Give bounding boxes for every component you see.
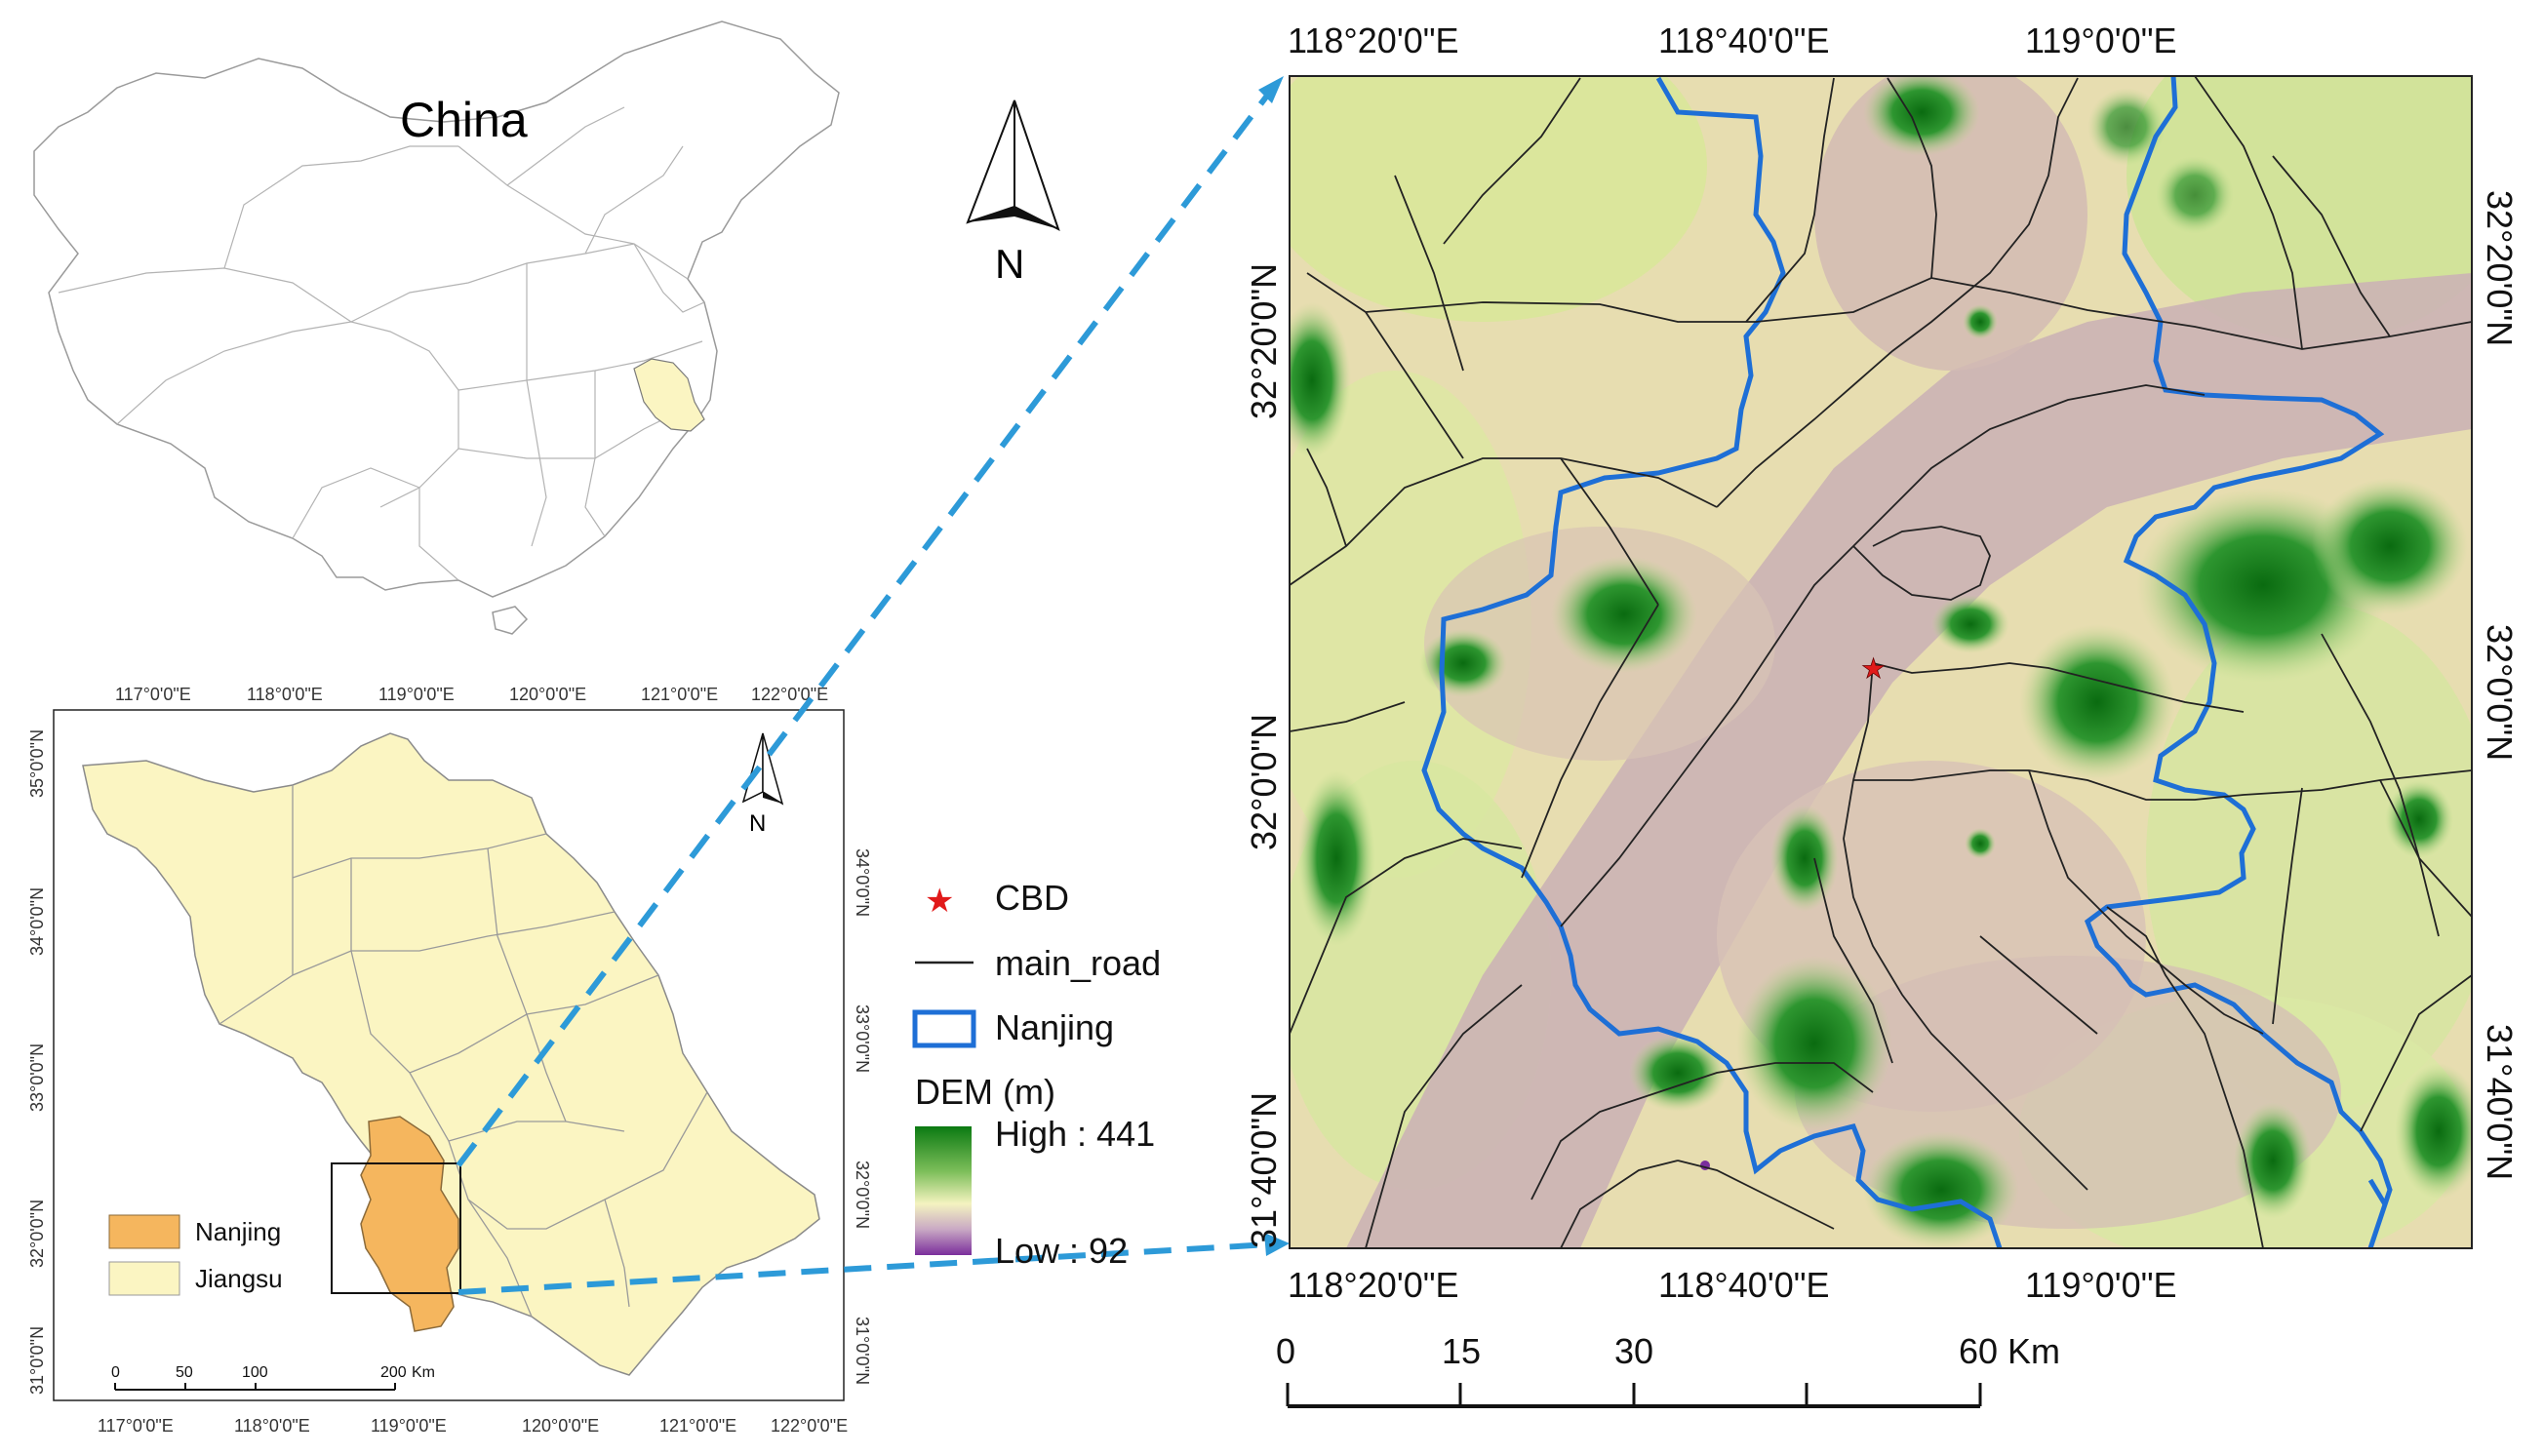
dem-panel: ★ 118°20'0"E 118°40'0"E 119°0'0"E 118°20… [1244,20,2520,1408]
dem-bottom-tick: 118°40'0"E [1658,1265,1830,1305]
dem-right-tick: 31°40'0"N [2480,1024,2520,1180]
boundary-swatch [912,1009,976,1048]
jiangsu-left-tick: 33°0'0"N [27,1043,47,1112]
jiangsu-scale-label: 200 [380,1364,407,1381]
jiangsu-province [82,732,820,1376]
dem-bottom-tick: 119°0'0"E [2025,1265,2177,1305]
dem-scale-bar: 0 15 30 60 Km [1276,1331,2060,1408]
dem-scale-label: 0 [1276,1331,1295,1371]
legend-boundary-label: Nanjing [995,1007,1114,1047]
legend-swatch-jiangsu [108,1261,180,1296]
dem-left-tick: 32°20'0"N [1244,263,1284,419]
jiangsu-scale-label: 50 [176,1364,193,1381]
dem-right-ticks: 32°20'0"N 32°0'0"N 31°40'0"N [2480,190,2520,1180]
china-map: China [33,20,840,635]
cbd-star-icon: ★ [925,883,954,920]
legend-label-jiangsu: Jiangsu [195,1264,283,1293]
north-arrow-icon [966,99,1015,224]
jiangsu-right-tick: 34°0'0"N [853,848,872,917]
jiangsu-top-tick: 117°0'0"E [115,685,191,704]
jiangsu-bottom-tick: 120°0'0"E [522,1416,599,1436]
dem-left-tick: 32°0'0"N [1244,714,1284,850]
jiangsu-bottom-tick: 117°0'0"E [98,1416,174,1436]
jiangsu-city-borders [219,785,708,1318]
dem-left-tick: 31°40'0"N [1244,1092,1284,1248]
legend-cbd-label: CBD [995,878,1069,918]
dem-top-tick: 119°0'0"E [2025,20,2177,60]
legend-dem-title: DEM (m) [915,1072,1055,1112]
nanjing-boundary-east [2084,76,2393,1248]
hainan-island [492,606,529,635]
dem-top-ticks: 118°20'0"E 118°40'0"E 119°0'0"E [1288,20,2177,60]
main-roads [1290,76,2472,1248]
jiangsu-highlight [633,358,705,432]
dem-raster [1290,76,2472,1248]
legend-dem-high: High : 441 [995,1114,1155,1154]
cbd-marker-icon: ★ [1861,653,1886,684]
province-borders [58,106,705,581]
jiangsu-left-tick: 34°0'0"N [27,887,47,956]
dem-frame [1289,75,2473,1249]
legend-label-nanjing: Nanjing [195,1217,281,1246]
jiangsu-top-tick: 119°0'0"E [378,685,455,704]
jiangsu-right-tick: 31°0'0"N [853,1317,872,1385]
jiangsu-right-tick: 33°0'0"N [853,1004,872,1073]
dem-scale-label: 60 Km [1959,1331,2060,1371]
jiangsu-bottom-tick: 121°0'0"E [659,1416,736,1436]
dem-colorbar [915,1126,972,1255]
jiangsu-left-tick: 32°0'0"N [27,1200,47,1268]
leader-arrowhead-top [1258,76,1284,103]
jiangsu-left-tick: 31°0'0"N [27,1326,47,1395]
jiangsu-north-label: N [749,810,766,837]
jiangsu-scale-label: 0 [111,1364,120,1381]
north-arrow: N [966,99,1060,287]
dem-left-ticks: 32°20'0"N 32°0'0"N 31°40'0"N [1244,263,1284,1248]
dem-right-tick: 32°20'0"N [2480,190,2520,346]
jiangsu-left-tick: 35°0'0"N [27,729,47,798]
north-arrow-label: N [995,241,1024,287]
legend-swatch-nanjing [108,1214,180,1249]
jiangsu-right-ticks: 34°0'0"N 33°0'0"N 32°0'0"N 31°0'0"N [853,848,872,1385]
leader-line-bottom [457,1241,1271,1295]
leader-line-top [456,90,1273,1167]
jiangsu-scale-bar: 0 50 100 200 Km [111,1364,435,1391]
nanjing-inset-box [331,1162,461,1294]
jiangsu-top-tick: 121°0'0"E [641,685,718,704]
dem-right-tick: 32°0'0"N [2480,624,2520,761]
jiangsu-left-ticks: 35°0'0"N 34°0'0"N 33°0'0"N 32°0'0"N 31°0… [27,729,47,1395]
jiangsu-bottom-tick: 122°0'0"E [771,1416,848,1436]
jiangsu-bottom-tick: 119°0'0"E [371,1416,447,1436]
legend-dem-low: Low : 92 [995,1231,1128,1271]
jiangsu-bottom-ticks: 117°0'0"E 118°0'0"E 119°0'0"E 120°0'0"E … [98,1416,848,1436]
nanjing-boundary [1421,76,2003,1248]
jiangsu-legend: Nanjing Jiangsu [108,1214,283,1296]
jiangsu-top-tick: 122°0'0"E [751,685,828,704]
dem-scale-label: 15 [1442,1331,1481,1371]
jiangsu-right-tick: 32°0'0"N [853,1161,872,1229]
jiangsu-top-tick: 118°0'0"E [247,685,323,704]
dem-legend: ★ CBD main_road Nanjing DEM (m) High : 4… [912,878,1161,1271]
jiangsu-scale-label: 100 [242,1364,268,1381]
dem-top-tick: 118°40'0"E [1658,20,1830,60]
nanjing-region [360,1116,459,1332]
dem-bottom-tick: 118°20'0"E [1288,1265,1459,1305]
leader-arrowhead-bottom [1264,1233,1290,1256]
leader-lines [456,90,1273,1295]
dem-top-tick: 118°20'0"E [1288,20,1459,60]
jiangsu-scale-unit: Km [412,1364,435,1381]
dem-bottom-ticks: 118°20'0"E 118°40'0"E 119°0'0"E [1288,1265,2177,1305]
jiangsu-panel: 117°0'0"E 118°0'0"E 119°0'0"E 120°0'0"E … [27,685,872,1436]
jiangsu-top-ticks: 117°0'0"E 118°0'0"E 119°0'0"E 120°0'0"E … [115,685,828,704]
jiangsu-bottom-tick: 118°0'0"E [234,1416,310,1436]
dem-scale-label: 30 [1614,1331,1653,1371]
jiangsu-top-tick: 120°0'0"E [509,685,586,704]
legend-road-label: main_road [995,943,1161,983]
china-title: China [400,93,528,147]
